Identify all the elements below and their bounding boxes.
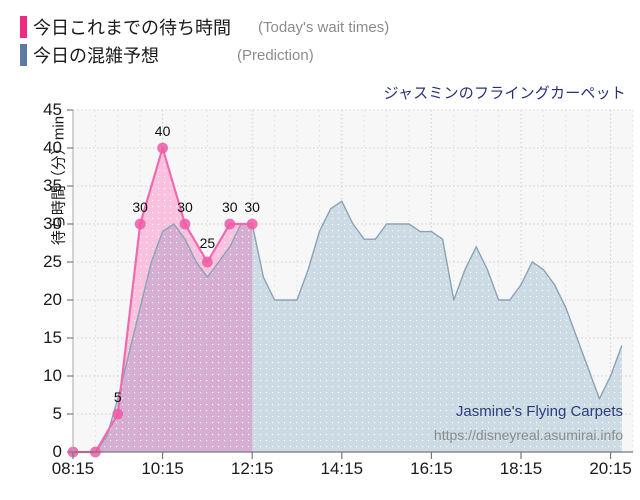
data-point-label: 30 — [222, 199, 238, 215]
watermark-url: https://disneyreal.asumirai.info — [433, 427, 623, 443]
y-axis-ticks: 0 5 10 15 20 25 30 35 40 45 — [22, 0, 62, 500]
y-tick-label: 30 — [43, 214, 62, 233]
data-point-label: 40 — [154, 123, 171, 139]
x-tick-label: 14:15 — [320, 459, 364, 478]
y-tick-label: 35 — [43, 176, 62, 195]
y-tick-label: 40 — [43, 138, 62, 157]
x-tick-label: 10:15 — [141, 459, 184, 478]
y-tick-label: 0 — [52, 442, 62, 461]
x-tick-label: 12:15 — [230, 459, 274, 478]
x-tick-label: 16:15 — [410, 459, 453, 478]
data-point-label: 25 — [199, 235, 216, 251]
x-tick-label: 08:15 — [51, 459, 95, 478]
legend-item-prediction: 今日の混雑予想 (Prediction) — [0, 41, 640, 69]
y-tick-label: 5 — [52, 404, 62, 423]
legend-label-actual-jp: 今日これまでの待ち時間 — [33, 18, 231, 38]
legend-label-prediction-jp: 今日の混雑予想 — [33, 46, 159, 66]
legend-item-actual: 今日これまでの待ち時間 (Today's wait times) — [0, 13, 640, 41]
watermark-name: Jasmine's Flying Carpets — [455, 403, 623, 420]
legend-label-prediction-en: (Prediction) — [237, 46, 314, 64]
data-point-label: 5 — [113, 389, 122, 405]
data-point-label: 30 — [244, 199, 260, 215]
legend-swatch-prediction — [20, 44, 27, 66]
chart-title: ジャスミンのフライングカーペット — [383, 85, 626, 102]
x-tick-label: 18:15 — [499, 459, 543, 478]
y-tick-label: 15 — [43, 328, 62, 347]
x-tick-label: 20:15 — [589, 459, 632, 478]
data-point-label: 30 — [132, 199, 148, 215]
y-tick-label: 45 — [43, 100, 62, 119]
legend-swatch-actual — [20, 16, 27, 38]
legend: 今日これまでの待ち時間 (Today's wait times) 今日の混雑予想… — [0, 0, 640, 69]
data-point-label: 30 — [177, 199, 193, 215]
y-tick-label: 10 — [43, 366, 62, 385]
legend-label-actual-en: (Today's wait times) — [258, 18, 390, 36]
y-tick-label: 25 — [43, 252, 62, 271]
y-tick-label: 20 — [43, 290, 62, 309]
